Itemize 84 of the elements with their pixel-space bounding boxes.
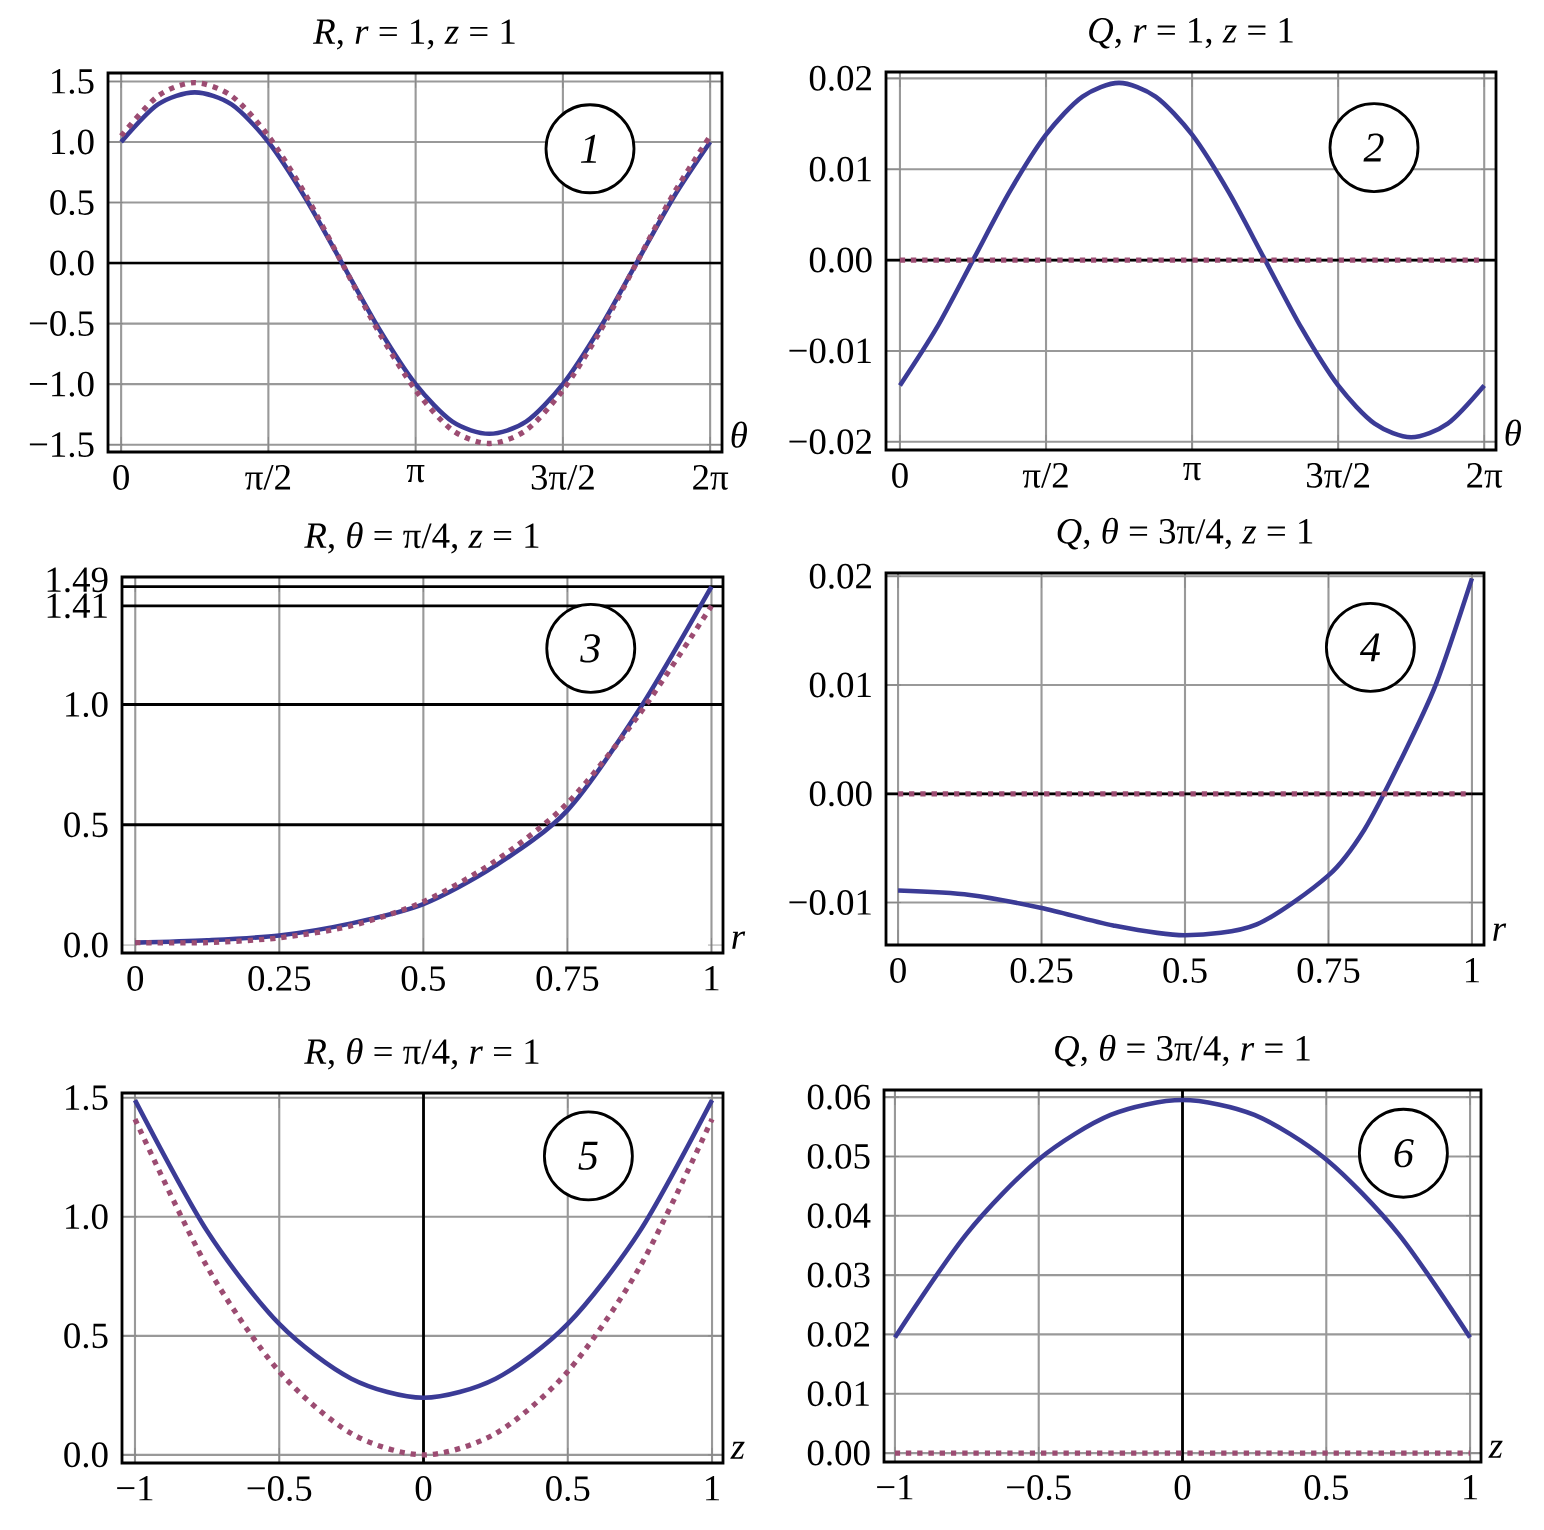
y-tick-label: 0.5 xyxy=(64,1323,108,1349)
y-tick-label: 1.41 xyxy=(47,593,107,619)
y-tick-label: 0.0 xyxy=(64,1442,108,1468)
y-tick-label: 0.0 xyxy=(64,932,108,958)
line-series xyxy=(897,80,1487,440)
x-tick-label: 0.5 xyxy=(1304,1475,1348,1501)
annotation: 3 xyxy=(580,634,600,663)
y-tick-label: 0.5 xyxy=(50,190,94,216)
x-tick-label: 0.5 xyxy=(1163,958,1207,984)
chart-title: Q, θ = 3π/4, z = 1 xyxy=(1057,517,1313,550)
x-axis-title: θ xyxy=(1505,419,1521,446)
y-tick-label: −1.5 xyxy=(29,432,94,458)
y-tick-label: 1.0 xyxy=(66,691,108,717)
chart-title: R, θ = π/4, z = 1 xyxy=(304,521,539,554)
x-axis-title: r xyxy=(732,931,746,949)
x-tick-label: π/2 xyxy=(1022,463,1068,488)
y-tick-label: 0.02 xyxy=(809,563,871,589)
y-tick-label: −0.01 xyxy=(789,890,871,916)
x-tick-label: π xyxy=(1183,463,1201,481)
x-tick-label: −0.5 xyxy=(247,1476,312,1502)
y-tick-label: 1.0 xyxy=(66,1204,108,1230)
x-tick-label: π/2 xyxy=(245,465,291,490)
x-tick-label: 0.75 xyxy=(536,966,599,992)
chart-title: R, θ = π/4, r = 1 xyxy=(304,1037,539,1070)
annotation: 4 xyxy=(1359,633,1380,662)
y-tick-label: 1.0 xyxy=(52,129,94,155)
y-tick-label: 0.02 xyxy=(809,65,871,91)
y-tick-label: 0.04 xyxy=(807,1203,871,1229)
x-tick-label: 0 xyxy=(890,958,906,983)
y-tick-label: 1.49 xyxy=(47,567,108,593)
y-tick-label: −0.5 xyxy=(29,311,94,337)
x-tick-label: 0.75 xyxy=(1297,958,1360,984)
x-axis-title: θ xyxy=(731,421,747,448)
line-series xyxy=(895,576,1475,938)
y-tick-label: 1.5 xyxy=(66,1085,108,1111)
x-tick-label: 3π/2 xyxy=(1307,463,1370,488)
y-tick-label: 0.01 xyxy=(807,1381,869,1407)
y-tick-label: 0.00 xyxy=(809,781,872,807)
y-tick-label: −1.0 xyxy=(29,371,94,397)
x-axis-title: r xyxy=(1493,923,1507,941)
x-tick-label: −1 xyxy=(117,1475,153,1501)
y-tick-label: 0.01 xyxy=(809,672,871,698)
x-tick-label: 0 xyxy=(127,966,144,991)
x-tick-label: 1 xyxy=(706,1475,720,1501)
y-tick-label: 0.01 xyxy=(809,156,871,182)
chart-title: Q, θ = 3π/4, r = 1 xyxy=(1055,1034,1310,1067)
x-tick-label: π xyxy=(406,465,425,483)
y-tick-label: 0.0 xyxy=(50,250,94,276)
x-tick-label: 0.25 xyxy=(248,966,311,992)
x-tick-label: 1 xyxy=(1465,957,1479,983)
y-tick-label: 0.5 xyxy=(64,812,108,838)
x-tick-label: 0.5 xyxy=(546,1476,590,1502)
annotation: 6 xyxy=(1394,1139,1414,1168)
line-series xyxy=(892,1097,1473,1340)
y-tick-label: 1.5 xyxy=(52,69,94,94)
chart-title: R, r = 1, z = 1 xyxy=(312,19,515,50)
x-tick-label: −0.5 xyxy=(1007,1475,1071,1501)
x-tick-label: 0 xyxy=(113,465,129,490)
y-tick-label: 0.02 xyxy=(807,1321,869,1347)
y-tick-label: −0.02 xyxy=(789,429,871,455)
x-tick-label: 0.5 xyxy=(401,966,445,992)
y-tick-label: −0.01 xyxy=(789,338,871,364)
y-tick-label: 0.00 xyxy=(807,1440,870,1466)
x-tick-label: 0 xyxy=(415,1476,432,1501)
x-axis-title: z xyxy=(730,1441,745,1459)
annotation: 1 xyxy=(580,134,596,163)
y-tick-label: 0.03 xyxy=(807,1262,870,1288)
y-tick-label: 0.05 xyxy=(807,1143,870,1169)
x-tick-label: 2π xyxy=(1467,463,1503,488)
y-tick-label: 0.00 xyxy=(809,247,872,273)
x-tick-label: 0 xyxy=(892,463,908,488)
x-axis-title: z xyxy=(1488,1440,1503,1458)
x-tick-label: 1 xyxy=(705,965,719,991)
line-series xyxy=(132,1097,715,1401)
x-tick-label: −1 xyxy=(877,1474,913,1500)
x-tick-label: 0.25 xyxy=(1010,958,1073,984)
annotation: 5 xyxy=(578,1141,598,1170)
x-tick-label: 3π/2 xyxy=(531,465,594,490)
y-tick-label: 0.06 xyxy=(807,1084,870,1110)
x-tick-label: 2π xyxy=(693,465,729,490)
x-tick-label: 1 xyxy=(1464,1474,1478,1500)
x-tick-label: 0 xyxy=(1174,1475,1191,1500)
chart-title: Q, r = 1, z = 1 xyxy=(1089,18,1293,49)
annotation: 2 xyxy=(1363,133,1384,162)
